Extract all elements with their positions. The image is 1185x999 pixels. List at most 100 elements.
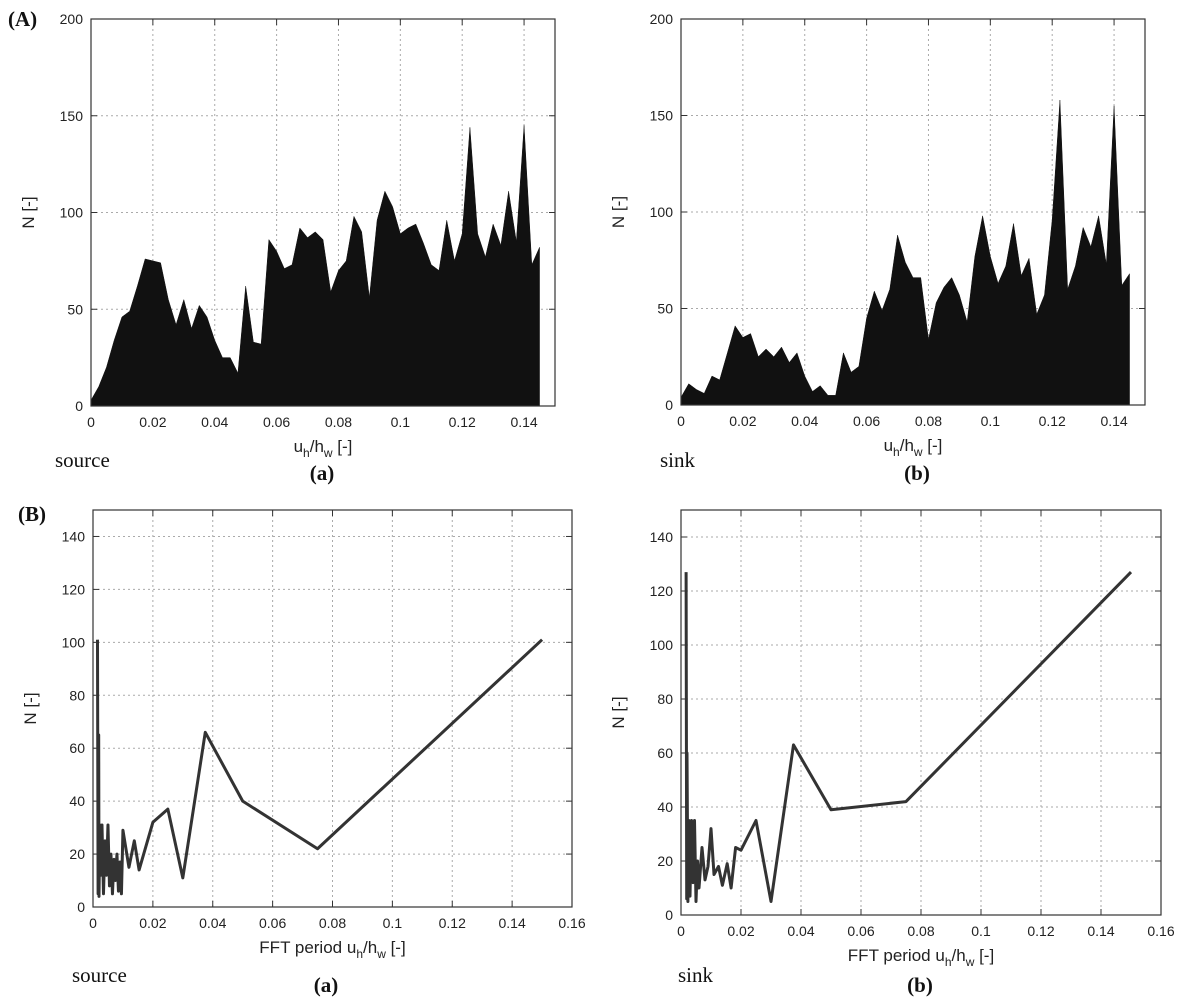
x-axis-label-part: FFT period u: [848, 946, 945, 965]
x-axis-label-part: w: [913, 445, 923, 459]
line: [684, 571, 1133, 903]
x-tick-label: 0.06: [847, 923, 874, 939]
y-tick-label: 50: [67, 301, 83, 317]
annotation: source: [72, 963, 127, 987]
x-axis-label: uh/hw [-]: [294, 437, 353, 460]
x-tick-label: 0.12: [1027, 923, 1054, 939]
y-tick-label: 20: [69, 846, 85, 862]
x-tick-label: 0.08: [915, 413, 942, 429]
panel-label: (B): [18, 502, 46, 526]
x-tick-label: 0.08: [325, 414, 352, 430]
x-tick-label: 0.1: [391, 414, 411, 430]
area: [90, 125, 540, 407]
caption: (a): [310, 461, 335, 485]
y-tick-label: 80: [69, 687, 85, 703]
x-tick-label: 0.12: [439, 915, 466, 931]
x-axis-label-part: u: [884, 436, 893, 455]
x-tick-label: 0.1: [971, 923, 991, 939]
x-tick-label: 0.12: [449, 414, 476, 430]
x-axis-label-part: /h: [952, 946, 966, 965]
y-tick-label: 200: [650, 11, 674, 27]
y-axis-label: N [-]: [21, 692, 40, 724]
y-tick-label: 0: [75, 398, 83, 414]
plot-frame: [90, 18, 556, 407]
y-tick-label: 80: [657, 691, 673, 707]
x-axis-label: uh/hw [-]: [884, 436, 943, 459]
x-axis-label: FFT period uh/hw [-]: [848, 946, 994, 969]
x-axis-label-part: w: [965, 955, 975, 969]
y-axis-label: N [-]: [609, 196, 628, 228]
y-tick-label: 0: [665, 397, 673, 413]
y-tick-label: 0: [77, 899, 85, 915]
x-tick-label: 0.16: [558, 915, 585, 931]
x-tick-label: 0.02: [139, 915, 166, 931]
x-axis-label-part: h: [893, 445, 900, 459]
y-tick-label: 140: [62, 528, 86, 544]
x-tick-label: 0.1: [383, 915, 403, 931]
caption: (b): [904, 461, 930, 485]
x-tick-label: 0.12: [1039, 413, 1066, 429]
plot-frame: [680, 18, 1146, 406]
y-tick-label: 120: [650, 583, 674, 599]
x-axis-label-part: /h: [900, 436, 914, 455]
x-tick-label: 0: [677, 413, 685, 429]
y-tick-label: 150: [60, 108, 84, 124]
x-axis-label-part: FFT period u: [259, 938, 356, 957]
y-tick-label: 50: [657, 301, 673, 317]
x-axis-label-part: h: [303, 446, 310, 460]
x-axis-label-part: /h: [310, 437, 324, 456]
caption: (b): [907, 973, 933, 997]
x-tick-label: 0.06: [263, 414, 290, 430]
y-tick-label: 150: [650, 108, 674, 124]
y-tick-label: 0: [665, 907, 673, 923]
x-tick-label: 0.06: [259, 915, 286, 931]
x-tick-label: 0.14: [510, 414, 537, 430]
x-tick-label: 0.14: [1087, 923, 1114, 939]
y-tick-label: 60: [69, 740, 85, 756]
x-axis-label-part: h: [945, 955, 952, 969]
x-axis-label-part: /h: [363, 938, 377, 957]
x-tick-label: 0.02: [727, 923, 754, 939]
y-tick-label: 60: [657, 745, 673, 761]
x-tick-label: 0.14: [1100, 413, 1127, 429]
annotation: sink: [678, 963, 714, 987]
y-tick-label: 40: [657, 799, 673, 815]
x-tick-label: 0: [87, 414, 95, 430]
y-tick-label: 200: [60, 11, 84, 27]
caption: (a): [314, 973, 339, 997]
x-tick-label: 0.04: [201, 414, 228, 430]
area: [680, 100, 1130, 406]
x-axis-label-part: [-]: [974, 946, 994, 965]
x-tick-label: 0.02: [139, 414, 166, 430]
x-axis-label-part: h: [356, 947, 363, 961]
plot-frame: [92, 509, 573, 908]
y-tick-label: 100: [650, 637, 674, 653]
y-tick-label: 100: [650, 204, 674, 220]
panel-label: (A): [8, 7, 37, 31]
x-axis-label-part: [-]: [333, 437, 353, 456]
x-tick-label: 0.08: [319, 915, 346, 931]
y-tick-label: 100: [62, 634, 86, 650]
line: [95, 638, 544, 898]
annotation: sink: [660, 448, 696, 472]
y-tick-label: 120: [62, 581, 86, 597]
x-axis-label-part: u: [294, 437, 303, 456]
x-tick-label: 0.1: [981, 413, 1001, 429]
x-axis-label-part: w: [323, 446, 333, 460]
y-tick-label: 140: [650, 529, 674, 545]
x-axis-label: FFT period uh/hw [-]: [259, 938, 405, 961]
y-tick-label: 40: [69, 793, 85, 809]
y-tick-label: 100: [60, 205, 84, 221]
x-tick-label: 0.04: [787, 923, 814, 939]
plot-area: [93, 510, 572, 907]
x-tick-label: 0.04: [791, 413, 818, 429]
x-tick-label: 0.08: [907, 923, 934, 939]
x-axis-label-part: w: [376, 947, 386, 961]
x-tick-label: 0.04: [199, 915, 226, 931]
x-tick-label: 0.16: [1147, 923, 1174, 939]
x-axis-label-part: [-]: [923, 436, 943, 455]
y-axis-label: N [-]: [19, 196, 38, 228]
x-tick-label: 0.06: [853, 413, 880, 429]
